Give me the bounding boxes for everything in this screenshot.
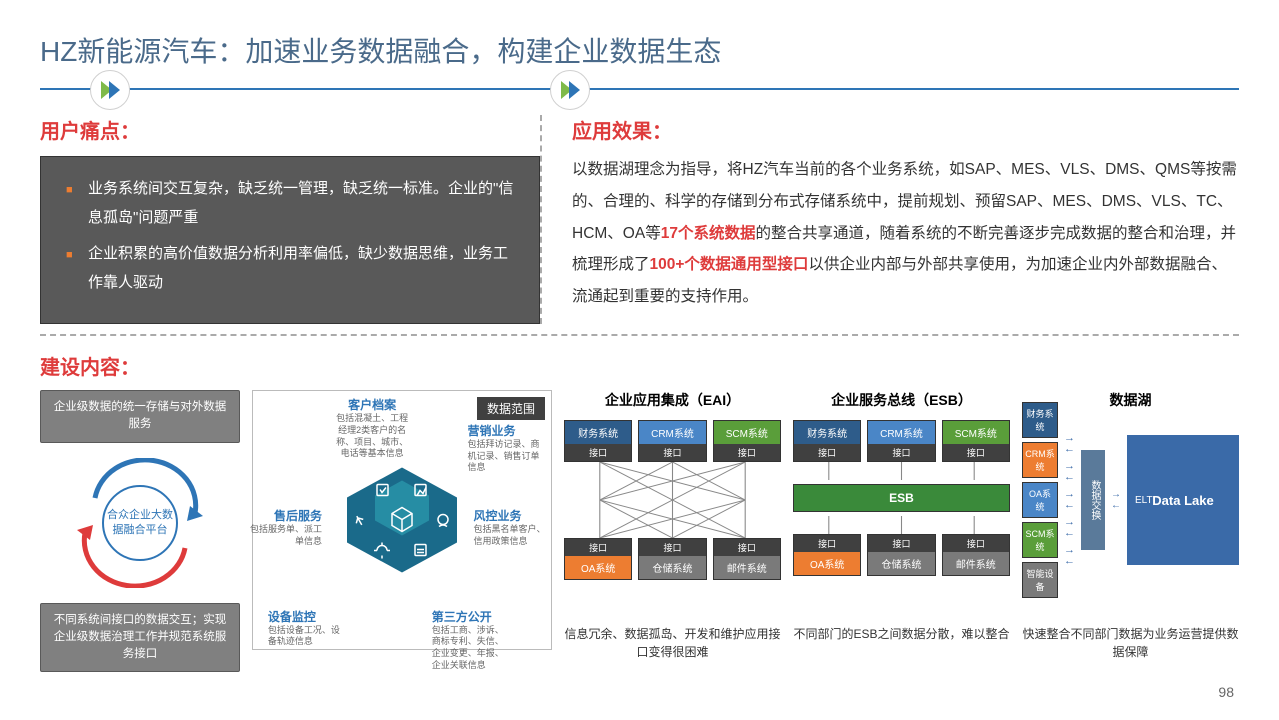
hexagon-diagram: 数据范围 [252, 390, 552, 650]
pain-item: 业务系统间交互复杂，缺乏统一管理，缺乏统一标准。企业的"信息孤岛"问题严重 [66, 175, 514, 232]
system-box: SCM系统接口 [713, 420, 781, 462]
cycle-panel: 企业级数据的统一存储与对外数据服务 合众企业大数据融合平台 不同系统间接口的数据… [40, 390, 240, 672]
hexagon-icon [337, 463, 467, 578]
esb-panel: 企业服务总线（ESB） 财务系统接口CRM系统接口SCM系统接口 ESB 接口O… [793, 390, 1010, 672]
lake-system: CRM系统 [1022, 442, 1058, 478]
system-box: CRM系统接口 [867, 420, 935, 462]
dashed-separator [40, 334, 1239, 336]
system-box: CRM系统接口 [638, 420, 706, 462]
esb-title: 企业服务总线（ESB） [793, 390, 1010, 410]
eai-desc: 信息冗余、数据孤岛、开发和维护应用接口变得很困难 [564, 625, 781, 661]
lake-exchange: 数据交换 [1081, 450, 1105, 550]
system-box: 财务系统接口 [564, 420, 632, 462]
hex-label: 营销业务包括拜访记录、商机记录、销售订单信息 [468, 422, 543, 474]
system-box: 财务系统接口 [793, 420, 861, 462]
pain-item: 企业积累的高价值数据分析利用率偏低，缺少数据思维，业务工作靠人驱动 [66, 240, 514, 297]
hex-label: 设备监控包括设备工况、设备轨迹信息 [268, 608, 343, 648]
system-box: 接口邮件系统 [942, 534, 1010, 576]
page-number: 98 [1218, 684, 1234, 700]
chevron-icon-right [550, 70, 590, 110]
lake-system: OA系统 [1022, 482, 1058, 518]
cycle-bottom-box: 不同系统间接口的数据交互；实现企业级数据治理工作并规范系统服务接口 [40, 603, 240, 673]
hex-label: 第三方公开包括工商、涉诉、商标专利、失信、企业变更、年报、企业关联信息 [432, 608, 507, 672]
hex-label: 售后服务包括服务单、派工单信息 [247, 507, 322, 547]
hex-label: 风控业务包括黑名单客户、信用政策信息 [474, 507, 549, 547]
cycle-top-box: 企业级数据的统一存储与对外数据服务 [40, 390, 240, 443]
eai-title: 企业应用集成（EAI） [564, 390, 781, 410]
system-box: 接口邮件系统 [713, 538, 781, 580]
page-title: HZ新能源汽车：加速业务数据融合，构建企业数据生态 [40, 30, 1239, 70]
lake-system: 财务系统 [1022, 402, 1058, 438]
chevron-icon-left [90, 70, 130, 110]
divider-line [40, 88, 1239, 90]
effect-heading: 应用效果： [572, 115, 1239, 144]
pain-list: 业务系统间交互复杂，缺乏统一管理，缺乏统一标准。企业的"信息孤岛"问题严重 企业… [40, 156, 540, 324]
esb-desc: 不同部门的ESB之间数据分散，难以整合 [793, 625, 1010, 643]
lake-panel: 数据湖 财务系统CRM系统OA系统SCM系统智能设备 → ←→ ←→ ←→ ←→… [1022, 390, 1239, 672]
system-box: 接口仓储系统 [867, 534, 935, 576]
system-box: SCM系统接口 [942, 420, 1010, 462]
pain-heading: 用户痛点： [40, 115, 540, 144]
data-lake-box: ELT Data Lake [1127, 435, 1239, 565]
effect-body: 以数据湖理念为指导，将HZ汽车当前的各个业务系统，如SAP、MES、VLS、DM… [572, 154, 1239, 313]
lake-desc: 快速整合不同部门数据为业务运营提供数据保障 [1022, 625, 1239, 661]
hex-label: 客户档案包括混凝土、工程经理2类客户的名称、项目、城市、电话等基本信息 [335, 396, 410, 460]
eai-panel: 企业应用集成（EAI） 财务系统接口CRM系统接口SCM系统接口 接口OA系统接… [564, 390, 781, 672]
hex-tag: 数据范围 [477, 397, 545, 420]
system-box: 接口OA系统 [564, 538, 632, 580]
lake-system: SCM系统 [1022, 522, 1058, 558]
system-box: 接口仓储系统 [638, 538, 706, 580]
lake-system: 智能设备 [1022, 562, 1058, 598]
cycle-center-label: 合众企业大数据融合平台 [102, 485, 178, 561]
build-heading: 建设内容： [40, 351, 1239, 380]
system-box: 接口OA系统 [793, 534, 861, 576]
esb-bar: ESB [793, 484, 1010, 512]
